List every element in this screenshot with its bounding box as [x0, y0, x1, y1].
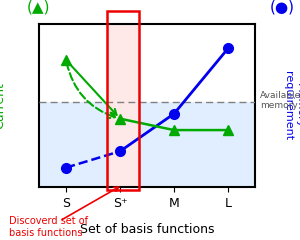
Text: Discoverd set of
basis functions: Discoverd set of basis functions — [9, 216, 88, 238]
Text: (▲): (▲) — [27, 0, 51, 14]
Bar — [106, 11, 139, 191]
Text: (●): (●) — [269, 0, 295, 14]
Bar — [106, 24, 139, 187]
Text: Set of basis functions: Set of basis functions — [80, 223, 214, 236]
Text: Available
memory: Available memory — [260, 91, 300, 110]
Text: Current: Current — [0, 82, 7, 129]
Text: Memory
requirement: Memory requirement — [283, 71, 300, 140]
Bar — [39, 102, 255, 187]
